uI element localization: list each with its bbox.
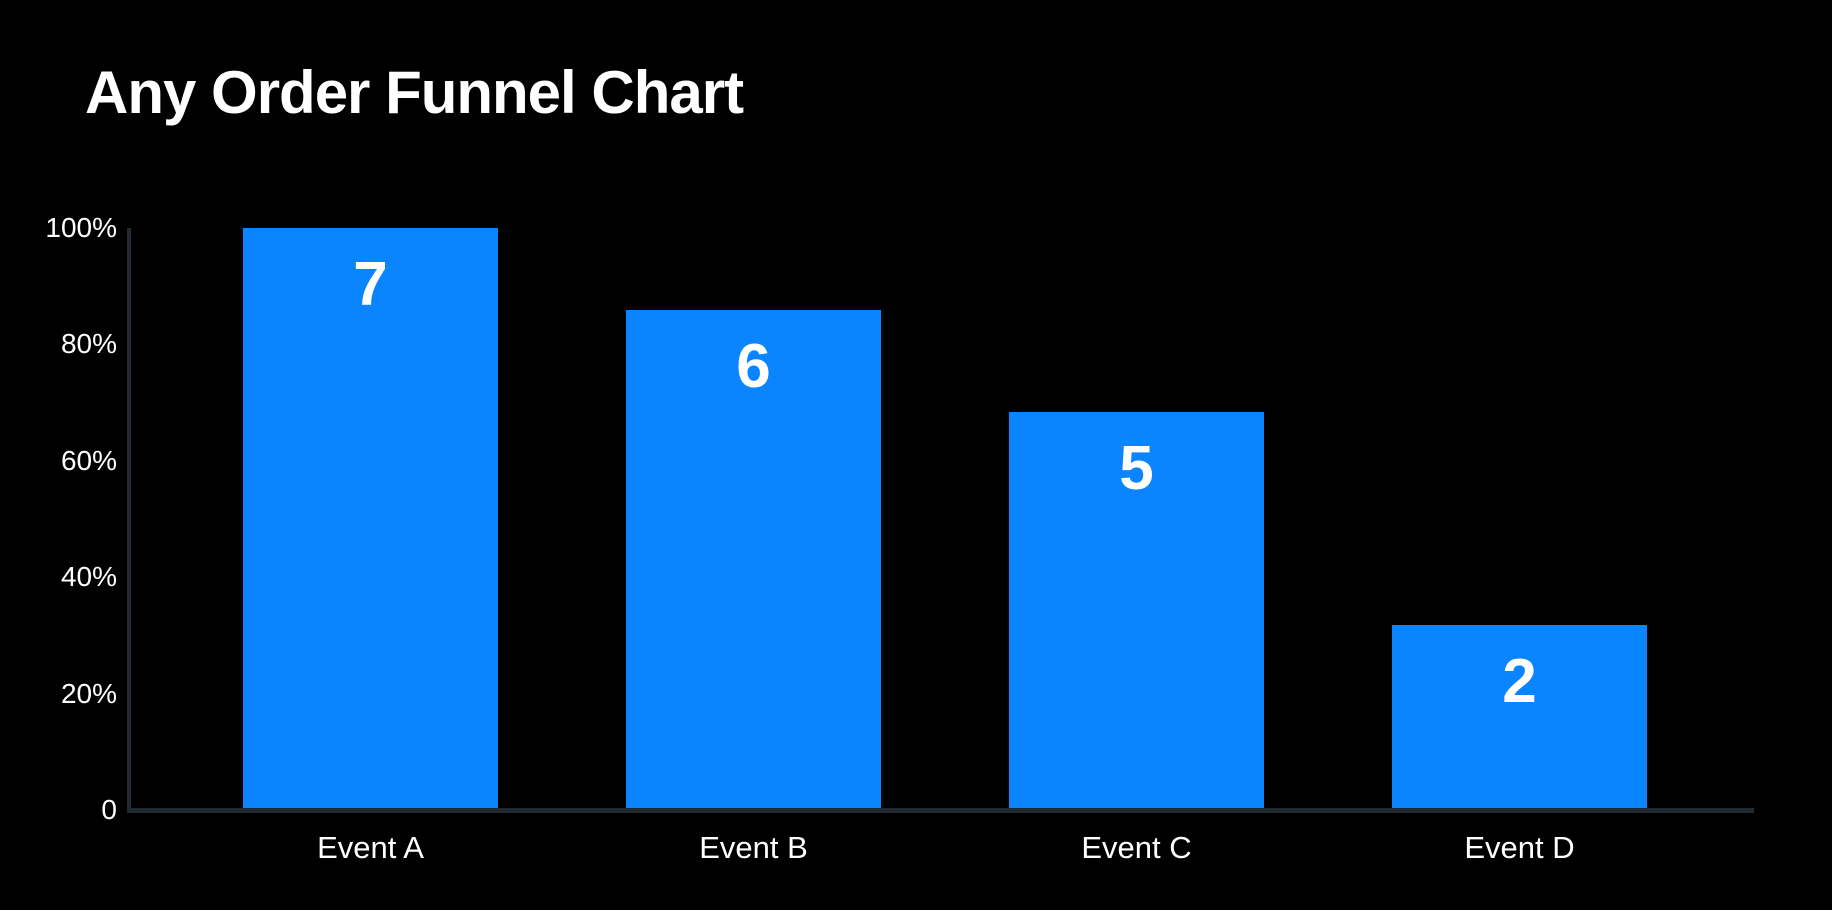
y-axis-tick-label: 100% xyxy=(45,212,117,243)
y-axis-tick-label: 80% xyxy=(60,328,117,360)
x-axis-label-event-a: Event A xyxy=(317,830,424,865)
y-axis-tick-label: 20% xyxy=(60,677,117,709)
bar-value-label: 5 xyxy=(1119,434,1154,503)
chart-title: Any Order Funnel Chart xyxy=(85,59,744,126)
y-axis-tick-label: 0 xyxy=(101,794,117,825)
bar-value-label: 2 xyxy=(1502,647,1537,716)
funnel-bar-event-d[interactable]: 2 xyxy=(1392,625,1647,808)
x-axis-label-event-b: Event B xyxy=(699,830,808,865)
y-axis-tick-label: 60% xyxy=(60,444,117,476)
funnel-bar-event-a[interactable]: 7 xyxy=(243,228,498,808)
y-axis-tick-label: 40% xyxy=(60,561,117,593)
bar-value-label: 6 xyxy=(736,332,771,401)
plot-area: 100% 80% 60% 40% 20% 0 7 6 5 2 xyxy=(45,214,1754,824)
x-axis-label-event-c: Event C xyxy=(1081,830,1192,865)
funnel-bar-event-b[interactable]: 6 xyxy=(626,310,881,808)
bar-value-label: 7 xyxy=(353,250,388,319)
x-axis-label-event-d: Event D xyxy=(1464,830,1575,865)
funnel-bar-event-c[interactable]: 5 xyxy=(1009,412,1264,808)
